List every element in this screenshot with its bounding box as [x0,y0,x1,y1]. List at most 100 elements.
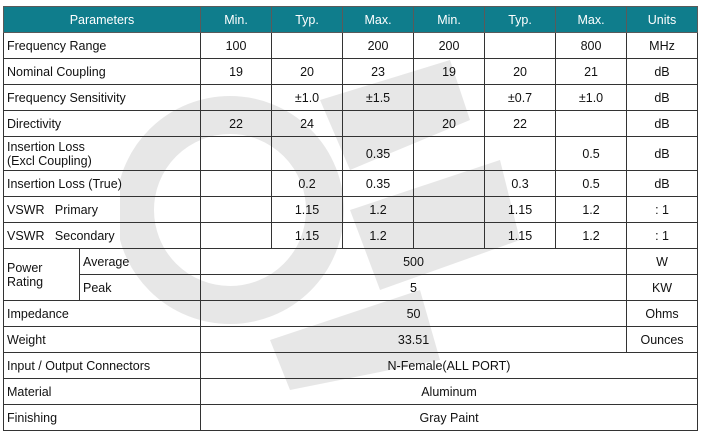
header-max-2: Max. [555,6,628,33]
cell-value: 0.35 [342,136,415,171]
table-row: Insertion Loss (Excl Coupling) 0.35 0.5 … [2,136,699,171]
cell-value: 1.15 [271,196,344,223]
header-typ-2: Typ. [484,6,557,33]
cell-value: 1.15 [271,222,344,249]
table-row: Nominal Coupling 19 20 23 19 20 21 dB [2,58,699,85]
cell-value: 1.2 [555,196,628,223]
cell-value: ±0.7 [484,84,557,111]
header-min-1: Min. [200,6,273,33]
cell-unit: dB [626,136,699,171]
connectors-value: N-Female(ALL PORT) [200,352,699,379]
cell-value: ±1.0 [271,84,344,111]
cell-value: 23 [342,58,415,85]
finishing-row: Finishing Gray Paint [2,404,699,431]
weight-row: Weight 33.51 Ounces [2,326,699,353]
cell-unit: : 1 [626,196,699,223]
cell-value [413,196,486,223]
cell-value [200,196,273,223]
cell-value [413,222,486,249]
table-row: Insertion Loss (True) 0.2 0.35 0.3 0.5 d… [2,170,699,197]
cell-value: 24 [271,110,344,137]
row-label: Nominal Coupling [2,58,202,85]
table-row: Frequency Range 100 200 200 800 MHz [2,32,699,59]
row-label: Directivity [2,110,202,137]
cell-value [200,222,273,249]
weight-label: Weight [2,326,202,353]
header-row: Parameters Min. Typ. Max. Min. Typ. Max.… [2,6,699,33]
finishing-value: Gray Paint [200,404,699,431]
cell-value [200,170,273,197]
cell-value: ±1.0 [555,84,628,111]
cell-value: 21 [555,58,628,85]
cell-value: 0.35 [342,170,415,197]
cell-unit: dB [626,110,699,137]
cell-value [200,136,273,171]
row-label-line2: (Excl Coupling) [7,153,92,168]
material-row: Material Aluminum [2,378,699,405]
cell-value: 800 [555,32,628,59]
row-label: Insertion Loss (Excl Coupling) [2,136,202,171]
table-row: VSWR Primary 1.15 1.2 1.15 1.2 : 1 [2,196,699,223]
table-row: Frequency Sensitivity ±1.0 ±1.5 ±0.7 ±1.… [2,84,699,111]
header-typ-1: Typ. [271,6,344,33]
cell-value [271,136,344,171]
header-units: Units [626,6,699,33]
cell-value: 200 [413,32,486,59]
header-parameters: Parameters [2,6,202,33]
cell-value: 1.2 [555,222,628,249]
cell-value: 0.2 [271,170,344,197]
power-peak-value: 5 [200,274,628,301]
header-max-1: Max. [342,6,415,33]
cell-value: 100 [200,32,273,59]
cell-unit: dB [626,84,699,111]
cell-value: 1.15 [484,196,557,223]
cell-value: 20 [413,110,486,137]
power-label-line2: Rating [7,274,44,289]
header-min-2: Min. [413,6,486,33]
impedance-label: Impedance [2,300,202,327]
table-row: VSWR Secondary 1.15 1.2 1.15 1.2 : 1 [2,222,699,249]
cell-value: ±1.5 [342,84,415,111]
row-label: Frequency Sensitivity [2,84,202,111]
power-peak-unit: KW [626,274,699,301]
specifications-table: Parameters Min. Typ. Max. Min. Typ. Max.… [2,6,699,431]
power-average-unit: W [626,248,699,275]
cell-value: 0.3 [484,170,557,197]
cell-value: 22 [484,110,557,137]
row-label: VSWR Primary [2,196,202,223]
material-value: Aluminum [200,378,699,405]
impedance-value: 50 [200,300,628,327]
cell-value: 22 [200,110,273,137]
cell-value [342,110,415,137]
power-peak-label: Peak [78,274,202,301]
cell-unit: MHz [626,32,699,59]
row-label: VSWR Secondary [2,222,202,249]
table-row: Directivity 22 24 20 22 dB [2,110,699,137]
cell-value: 1.2 [342,222,415,249]
material-label: Material [2,378,202,405]
cell-value: 0.5 [555,170,628,197]
power-peak-row: Peak 5 KW [4,274,699,301]
cell-unit: dB [626,170,699,197]
power-label-line1: Power [7,260,43,275]
finishing-label: Finishing [2,404,202,431]
row-label: Insertion Loss (True) [2,170,202,197]
cell-value [413,136,486,171]
row-label: Frequency Range [2,32,202,59]
connectors-row: Input / Output Connectors N-Female(ALL P… [2,352,699,379]
weight-value: 33.51 [200,326,628,353]
impedance-row: Impedance 50 Ohms [2,300,699,327]
cell-value: 1.15 [484,222,557,249]
connectors-label: Input / Output Connectors [2,352,202,379]
cell-value [484,136,557,171]
cell-value [413,170,486,197]
cell-unit: : 1 [626,222,699,249]
cell-value: 19 [200,58,273,85]
power-rating-label: Power Rating [3,248,80,301]
cell-value: 1.2 [342,196,415,223]
power-average-row: Power Rating Average 500 W [3,248,699,301]
weight-unit: Ounces [626,326,699,353]
row-label-line1: Insertion Loss [7,139,85,154]
cell-value [413,84,486,111]
cell-value [555,110,628,137]
